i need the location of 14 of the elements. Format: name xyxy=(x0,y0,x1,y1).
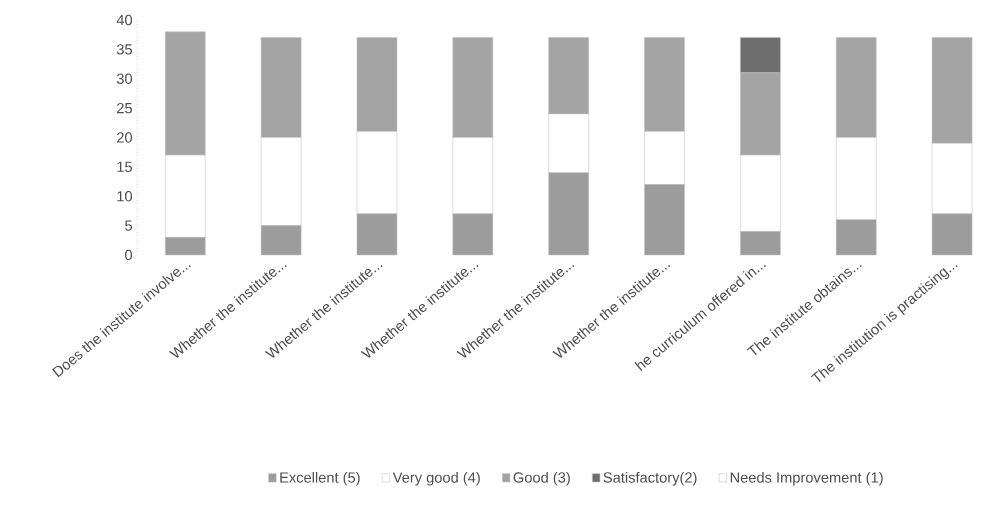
legend-label: Needs Improvement (1) xyxy=(730,471,883,486)
y-tick-label: 35 xyxy=(116,44,132,55)
legend-label: Very good (4) xyxy=(392,471,480,486)
y-tick-label: 10 xyxy=(117,191,133,202)
y-tick-label: 5 xyxy=(125,220,132,231)
y-tick-label: 40 xyxy=(116,14,133,26)
y-tick-label: 30 xyxy=(116,73,133,84)
y-tick-label: 25 xyxy=(117,102,132,114)
legend-label: Satisfactory(2) xyxy=(603,471,697,486)
legend-label: Good (3) xyxy=(513,471,570,486)
legend-label: Excellent (5) xyxy=(280,471,360,486)
y-tick-label: 20 xyxy=(117,132,133,143)
y-tick-label: 0 xyxy=(125,249,133,261)
y-tick-label: 15 xyxy=(117,161,132,172)
